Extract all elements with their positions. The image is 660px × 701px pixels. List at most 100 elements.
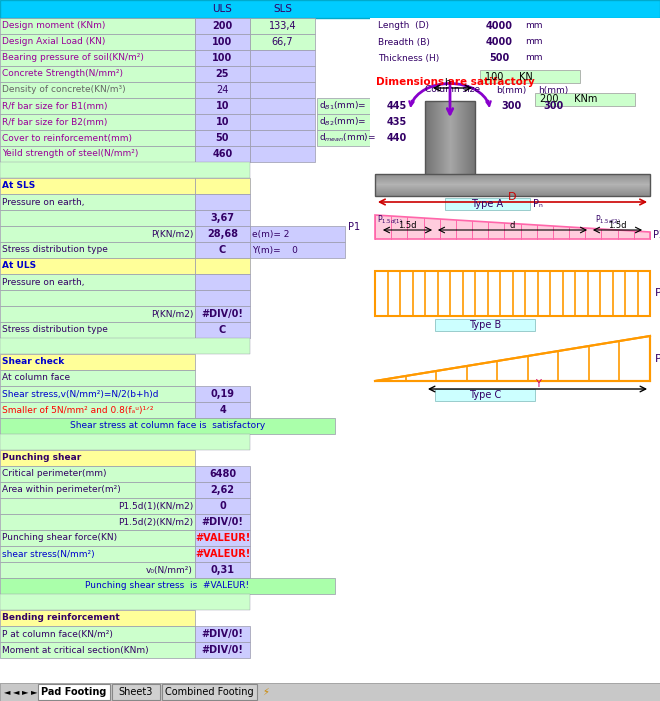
Text: 460: 460 (213, 149, 232, 159)
Text: Design moment (KNm): Design moment (KNm) (2, 22, 106, 31)
Bar (0, 354, 195, 370)
Text: #DIV/0!: #DIV/0! (201, 645, 244, 655)
Bar (195, 210, 250, 226)
Text: Stress distribution type: Stress distribution type (2, 325, 108, 334)
Bar (195, 82, 250, 98)
Text: 300: 300 (543, 101, 563, 111)
Bar (195, 498, 250, 514)
Bar (195, 386, 250, 402)
Text: 0,31: 0,31 (211, 565, 234, 575)
Text: Length  (D): Length (D) (378, 22, 429, 31)
Bar (195, 642, 250, 658)
Bar (195, 178, 250, 194)
Text: 100     KN: 100 KN (485, 72, 533, 81)
Text: 0,19: 0,19 (211, 389, 234, 399)
Bar (435, 101, 436, 176)
Text: 25: 25 (216, 69, 229, 79)
Text: Pressure on earth,: Pressure on earth, (2, 198, 84, 207)
Bar (469, 101, 470, 176)
Bar (375, 177, 650, 178)
Bar (474, 101, 475, 176)
Bar (0, 290, 195, 306)
Bar (450, 101, 451, 176)
Bar (250, 34, 315, 50)
Text: 200: 200 (213, 21, 232, 31)
Text: Cover to reinforcement(mm): Cover to reinforcement(mm) (2, 133, 132, 142)
Bar (195, 194, 250, 210)
Bar (431, 101, 432, 176)
Text: P: P (655, 289, 660, 299)
Bar (532, 82, 574, 98)
Text: b(mm): b(mm) (496, 86, 526, 95)
Bar (434, 101, 435, 176)
Text: P(KN/m2): P(KN/m2) (150, 310, 193, 318)
Text: 4000: 4000 (486, 21, 513, 31)
Bar (375, 271, 650, 316)
Bar (376, 50, 476, 66)
Bar (523, 34, 553, 50)
Bar (195, 258, 250, 274)
Bar (458, 101, 459, 176)
Bar (464, 101, 465, 176)
Bar (0, 434, 250, 450)
Bar (195, 626, 250, 642)
Text: 300: 300 (501, 101, 521, 111)
Text: d$_{B2}$(mm)=: d$_{B2}$(mm)= (319, 116, 366, 128)
Text: Y(m)=    0: Y(m)= 0 (252, 245, 298, 254)
Text: h: h (444, 78, 451, 88)
Bar (195, 66, 250, 82)
Bar (0, 578, 335, 594)
Bar (457, 101, 458, 176)
Bar (437, 101, 438, 176)
Bar (444, 101, 445, 176)
Text: C: C (219, 245, 226, 255)
Bar (467, 101, 468, 176)
Bar (471, 101, 472, 176)
Bar (0, 130, 195, 146)
Text: 100: 100 (213, 53, 232, 63)
Bar (490, 98, 532, 114)
Bar (195, 242, 250, 258)
Bar (375, 193, 650, 194)
Text: Pad Footing: Pad Footing (42, 687, 107, 697)
Text: Shear stress at column face is  satisfactory: Shear stress at column face is satisfact… (70, 421, 265, 430)
Bar (195, 114, 250, 130)
Text: Shear stress,v(N/mm²)=N/2(b+h)d: Shear stress,v(N/mm²)=N/2(b+h)d (2, 390, 158, 398)
Text: Bending reinforcement: Bending reinforcement (2, 613, 119, 622)
Text: At column face: At column face (2, 374, 70, 383)
Text: #DIV/0!: #DIV/0! (201, 629, 244, 639)
Text: At SLS: At SLS (2, 182, 35, 191)
Bar (0, 50, 195, 66)
Bar (375, 187, 650, 188)
Text: 4: 4 (219, 405, 226, 415)
Text: v₀(N/mm²): v₀(N/mm²) (146, 566, 193, 575)
Bar (195, 290, 250, 306)
Bar (0, 386, 195, 402)
Text: d$_{B1}$(mm)=: d$_{B1}$(mm)= (319, 100, 366, 112)
Bar (195, 530, 250, 546)
Text: 445: 445 (387, 101, 407, 111)
Text: D: D (508, 192, 517, 202)
Text: h(mm): h(mm) (538, 86, 568, 95)
Bar (0, 418, 335, 434)
Bar (438, 101, 439, 176)
Bar (195, 402, 250, 418)
Bar (195, 226, 250, 242)
Bar (195, 546, 250, 562)
Bar (454, 101, 455, 176)
Bar (375, 178, 650, 179)
Text: Density of concrete(KN/m³): Density of concrete(KN/m³) (2, 86, 125, 95)
Bar (0, 402, 195, 418)
Bar (490, 82, 532, 98)
Bar (425, 101, 426, 176)
Bar (0, 530, 195, 546)
Text: Breadth (B): Breadth (B) (378, 37, 430, 46)
Text: #DIV/0!: #DIV/0! (201, 517, 244, 527)
Text: d$_{mean}$(mm)=: d$_{mean}$(mm)= (319, 132, 376, 144)
Bar (375, 179, 650, 180)
Text: 24: 24 (216, 85, 228, 95)
Text: Smaller of 5N/mm² and 0.8(fₐᵘ)¹ᐟ²: Smaller of 5N/mm² and 0.8(fₐᵘ)¹ᐟ² (2, 405, 154, 414)
Bar (0, 306, 195, 322)
Text: Combined Footing: Combined Footing (165, 687, 254, 697)
Bar (455, 101, 456, 176)
